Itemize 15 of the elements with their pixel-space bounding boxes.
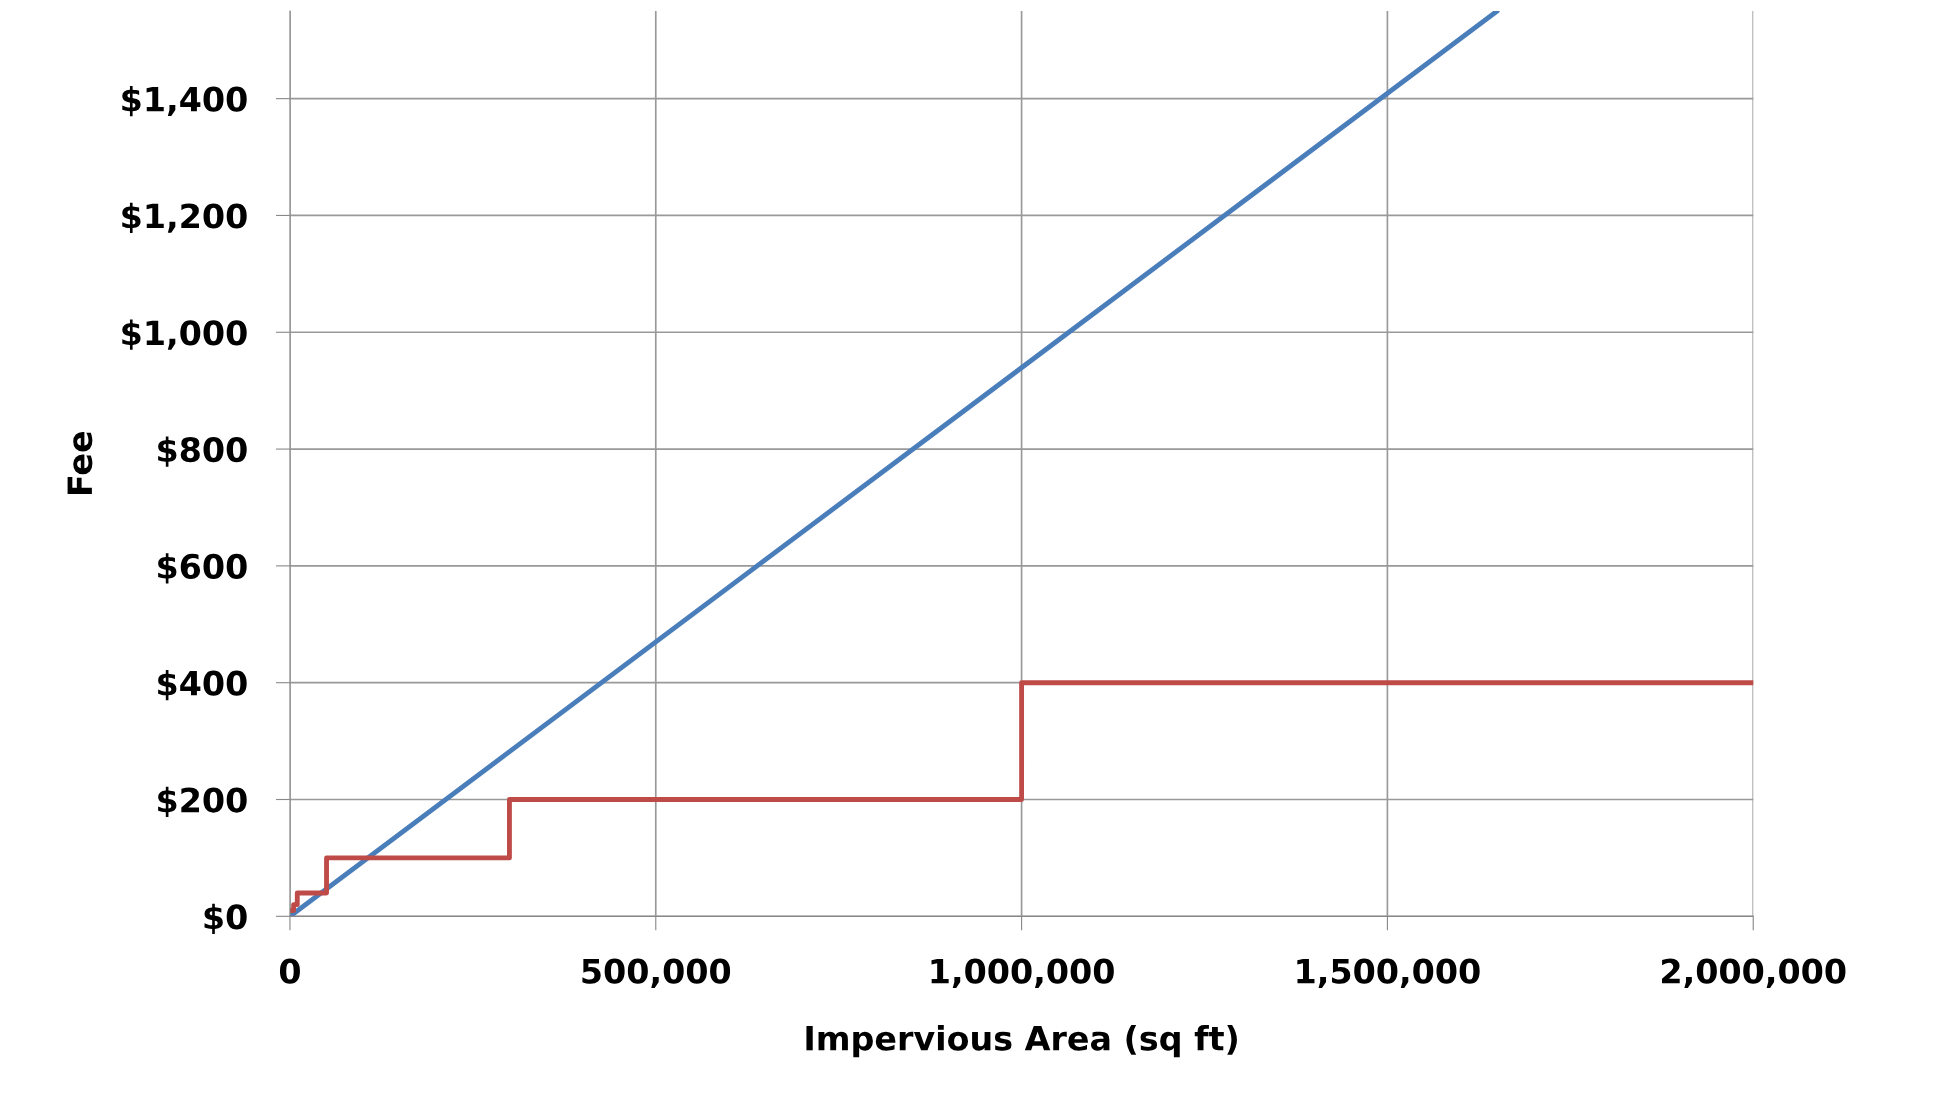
y-tick-label: $800 [158, 436, 247, 467]
x-tick-label: 1,500,000 [1297, 958, 1480, 989]
y-tick-label: $400 [158, 670, 247, 701]
y-tick-label: $1,200 [122, 202, 247, 234]
y-tick-label: $600 [158, 553, 247, 584]
x-tick-label: 0 [279, 958, 300, 984]
y-tick-label: $200 [158, 786, 247, 818]
x-tick-label: 500,000 [582, 958, 731, 989]
x-axis-title: Impervious Area (sq ft) [806, 1024, 1237, 1058]
y-axis-title: Fee [67, 431, 93, 494]
y-tick-label: $0 [204, 903, 247, 934]
y-tick-label: $1,400 [122, 85, 247, 117]
x-tick-label: 2,000,000 [1662, 958, 1846, 989]
y-tick-label: $1,000 [122, 319, 247, 350]
x-tick-label: 1,000,000 [931, 958, 1114, 989]
